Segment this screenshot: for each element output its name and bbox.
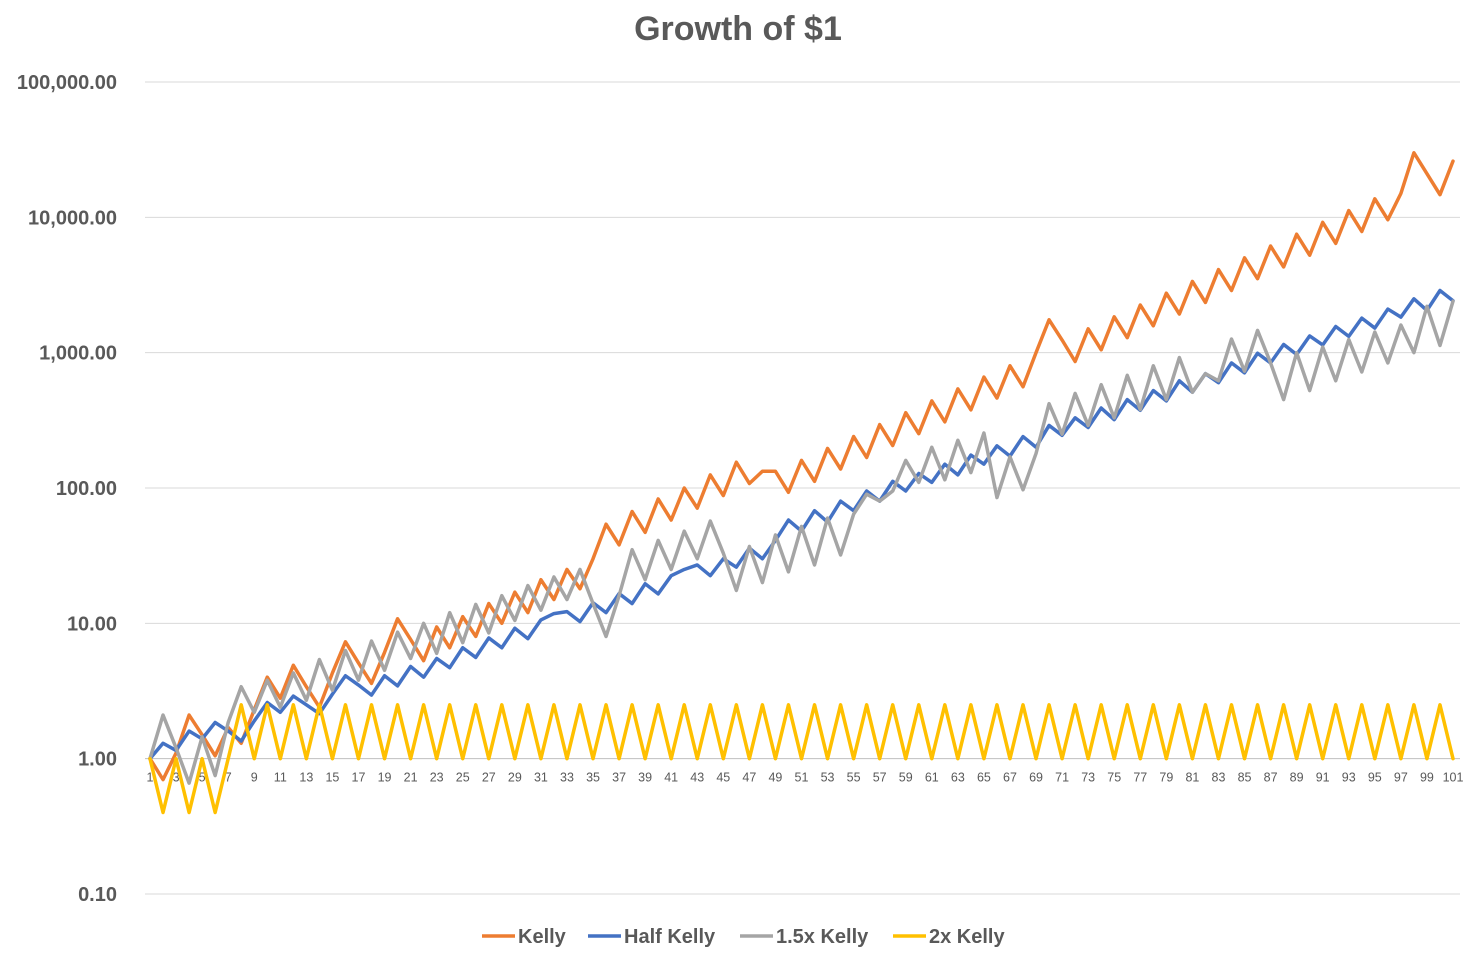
x-tick-label: 41 [664, 771, 678, 785]
x-tick-label: 91 [1316, 771, 1330, 785]
y-tick-label: 10.00 [67, 613, 117, 635]
x-tick-label: 99 [1420, 771, 1434, 785]
x-tick-label: 27 [482, 771, 496, 785]
series-line-1-5x-kelly [148, 299, 1455, 785]
x-tick-label: 25 [456, 771, 470, 785]
x-tick-label: 37 [612, 771, 626, 785]
y-tick-label: 10,000.00 [28, 207, 117, 229]
x-tick-label: 75 [1107, 771, 1121, 785]
x-tick-label: 55 [847, 771, 861, 785]
x-tick-label: 45 [716, 771, 730, 785]
x-tick-label: 69 [1029, 771, 1043, 785]
y-tick-label: 100.00 [56, 478, 117, 500]
x-tick-label: 11 [274, 771, 287, 785]
x-tick-label: 15 [325, 771, 339, 785]
x-tick-label: 21 [404, 771, 418, 785]
series-line-2x-kelly [148, 703, 1455, 815]
x-tick-label: 77 [1133, 771, 1147, 785]
x-tick-label: 9 [251, 771, 258, 785]
x-tick-label: 79 [1159, 771, 1173, 785]
x-tick-label: 63 [951, 771, 965, 785]
x-tick-label: 95 [1368, 771, 1382, 785]
x-tick-label: 67 [1003, 771, 1017, 785]
x-tick-label: 17 [352, 771, 366, 785]
x-tick-label: 61 [925, 771, 939, 785]
x-tick-label: 1 [147, 771, 154, 785]
x-tick-label: 7 [225, 771, 232, 785]
series-line-kelly [148, 151, 1455, 782]
x-tick-label: 5 [199, 771, 206, 785]
x-tick-label: 23 [430, 771, 444, 785]
series-lines [148, 151, 1455, 815]
x-tick-label: 65 [977, 771, 991, 785]
legend-label: Kelly [518, 926, 567, 948]
y-tick-label: 1.00 [78, 749, 117, 771]
x-tick-label: 13 [299, 771, 313, 785]
x-tick-label: 53 [821, 771, 835, 785]
x-tick-label: 31 [534, 771, 548, 785]
x-tick-label: 71 [1055, 771, 1069, 785]
y-tick-label: 0.10 [78, 884, 117, 906]
x-tick-label: 59 [899, 771, 913, 785]
x-tick-label: 73 [1081, 771, 1095, 785]
x-tick-label: 87 [1264, 771, 1278, 785]
x-tick-label: 89 [1290, 771, 1304, 785]
x-tick-label: 97 [1394, 771, 1408, 785]
x-tick-label: 19 [378, 771, 392, 785]
y-tick-label: 1,000.00 [39, 343, 117, 365]
x-tick-label: 3 [173, 771, 180, 785]
x-tick-label: 29 [508, 771, 522, 785]
y-axis-ticks: 100,000.00 10,000.00 1,000.00 100.00 10.00 1.… [17, 72, 117, 906]
x-tick-label: 33 [560, 771, 574, 785]
x-tick-label: 57 [873, 771, 887, 785]
series-line-half-kelly [148, 288, 1455, 761]
x-tick-label: 35 [586, 771, 600, 785]
x-tick-label: 43 [690, 771, 704, 785]
legend-label: 1.5x Kelly [776, 926, 869, 948]
x-tick-label: 49 [768, 771, 782, 785]
chart-title: Growth of $1 [634, 10, 842, 48]
x-tick-label: 101 [1443, 771, 1464, 785]
x-tick-label: 93 [1342, 771, 1356, 785]
x-axis-ticks: 1 3 5 7 9 11 13 15 17 19 21 23 25 27 29 31 33 35 37 39 41 43 4… [147, 771, 1464, 785]
legend: Kelly Half Kelly 1.5x Kelly 2x Kelly [482, 926, 1005, 948]
y-tick-label: 100,000.00 [17, 72, 117, 94]
x-tick-label: 83 [1212, 771, 1226, 785]
x-tick-label: 85 [1238, 771, 1252, 785]
x-tick-label: 81 [1185, 771, 1199, 785]
legend-label: Half Kelly [624, 926, 716, 948]
legend-label: 2x Kelly [929, 926, 1005, 948]
x-tick-label: 47 [742, 771, 756, 785]
x-tick-label: 39 [638, 771, 652, 785]
x-tick-label: 51 [795, 771, 809, 785]
